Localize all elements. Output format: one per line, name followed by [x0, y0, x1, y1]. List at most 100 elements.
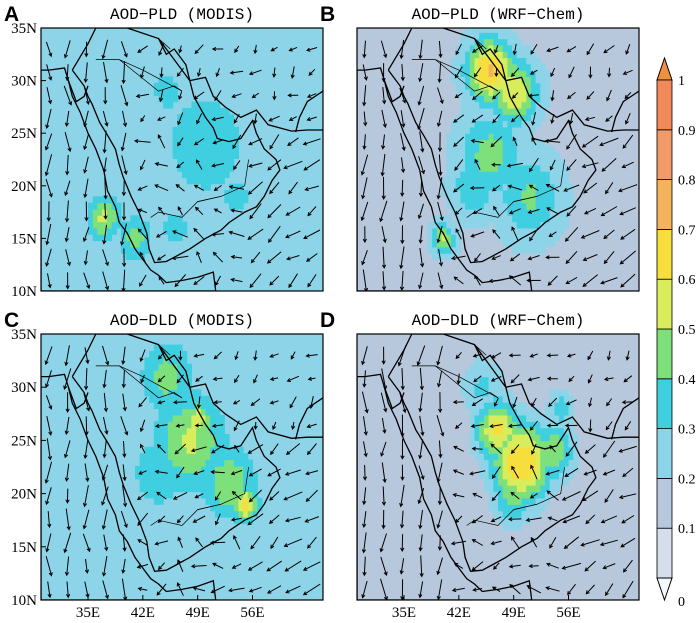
aod-cell	[530, 202, 537, 210]
aod-cell	[243, 497, 249, 505]
aod-cell	[549, 177, 555, 185]
wind-arrow	[172, 230, 188, 238]
aod-cell	[182, 465, 188, 473]
aod-cell	[540, 95, 546, 103]
wind-arrow	[138, 397, 147, 408]
aod-cell	[530, 63, 537, 71]
wind-arrow	[362, 134, 367, 150]
aod-cell	[516, 208, 523, 216]
wind-arrow	[362, 64, 368, 81]
wind-arrow	[488, 278, 504, 283]
wind-arrow	[381, 271, 387, 291]
wind-arrow	[302, 138, 321, 146]
aod-cell	[243, 510, 249, 518]
wind-arrow	[63, 85, 73, 106]
aod-cell	[200, 171, 207, 178]
wind-arrow	[291, 421, 296, 431]
aod-cell	[554, 440, 560, 448]
wind-arrow	[605, 421, 613, 431]
aod-cell	[139, 485, 145, 493]
aod-cell	[177, 440, 183, 448]
aod-cell	[549, 414, 555, 422]
aod-cell	[479, 434, 485, 441]
aod-cell	[186, 453, 192, 461]
wind-arrow	[267, 204, 282, 219]
aod-cell	[163, 221, 169, 229]
aod-cell	[460, 44, 466, 52]
aod-cell	[214, 101, 221, 109]
wind-arrow	[250, 251, 261, 264]
wind-arrow	[196, 113, 203, 125]
aod-cell	[488, 177, 494, 185]
aod-cell	[549, 427, 555, 435]
wind-arrow	[136, 491, 149, 501]
wind-vectors	[44, 345, 321, 600]
aod-cell	[526, 120, 532, 128]
aod-cell	[521, 497, 527, 505]
aod-cell	[483, 221, 490, 229]
aod-cell	[545, 465, 551, 473]
aod-cell	[554, 190, 560, 197]
wind-arrow	[101, 464, 109, 481]
aod-cell	[465, 370, 471, 378]
aod-cell	[205, 107, 211, 115]
wind-arrow	[172, 491, 188, 500]
aod-cell	[451, 164, 457, 172]
wind-arrow	[455, 228, 462, 240]
aod-cell	[512, 152, 518, 160]
aod-cell	[172, 434, 178, 441]
aod-cell	[498, 382, 504, 390]
aod-cell	[479, 389, 485, 397]
wind-arrow	[139, 251, 146, 263]
aod-cell	[512, 114, 518, 122]
wind-arrow	[288, 273, 298, 289]
aod-cell	[460, 32, 466, 40]
lat-tick-label: 15N	[11, 231, 37, 247]
lat-tick-label: 25N	[11, 126, 37, 142]
aod-cell	[526, 221, 532, 229]
aod-cell	[545, 158, 551, 166]
wind-arrow	[362, 511, 367, 529]
aod-cell	[498, 63, 504, 71]
aod-cell	[493, 465, 499, 473]
aod-cell	[488, 504, 494, 512]
aod-cell	[460, 107, 466, 115]
aod-cell	[559, 183, 565, 191]
aod-cell	[158, 465, 164, 473]
aod-cell	[455, 164, 461, 172]
aod-cell	[507, 164, 513, 172]
aod-cell	[186, 395, 192, 403]
aod-cell	[507, 139, 513, 147]
aod-cell	[474, 215, 480, 223]
aod-cell	[177, 145, 183, 153]
wind-arrow	[269, 353, 279, 358]
wind-arrow	[270, 536, 279, 550]
wind-arrow	[193, 353, 205, 358]
wind-arrow	[272, 67, 277, 78]
aod-cell	[474, 158, 480, 166]
wind-arrow	[230, 517, 242, 522]
aod-cell	[535, 171, 541, 178]
aod-cell	[479, 133, 485, 141]
aod-cell	[451, 208, 457, 216]
border-line	[474, 344, 487, 356]
aod-cell	[111, 196, 117, 204]
aod-cell	[205, 485, 211, 493]
aod-cell	[177, 459, 183, 467]
aod-cell	[521, 183, 527, 191]
wind-arrow	[272, 421, 277, 431]
wind-arrow	[602, 563, 616, 570]
aod-cell	[488, 89, 494, 96]
aod-cell	[182, 363, 188, 371]
aod-cell	[446, 234, 452, 242]
aod-cell	[116, 221, 122, 229]
aod-cell	[186, 376, 192, 384]
wind-arrow	[603, 229, 615, 240]
aod-cell	[498, 82, 504, 90]
aod-cell	[474, 408, 480, 416]
aod-cell	[498, 95, 504, 103]
aod-cell	[521, 107, 527, 115]
aod-cell	[144, 465, 150, 473]
aod-cell	[493, 440, 499, 448]
aod-cell	[535, 459, 541, 467]
